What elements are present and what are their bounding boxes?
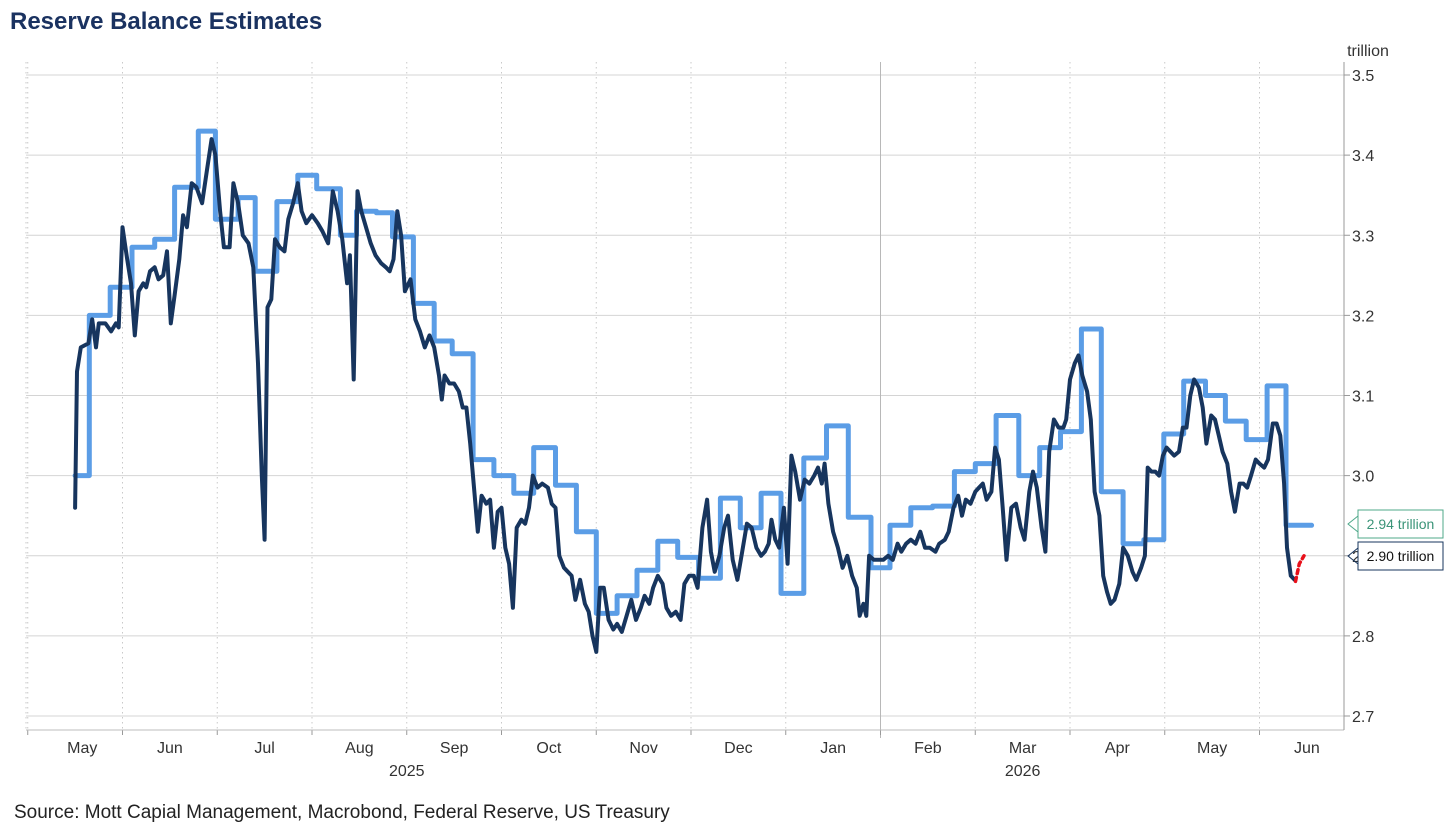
value-tags: 2.94 trillion 2.90 trillion (1347, 509, 1444, 571)
y-tick-label: 2.7 (1352, 709, 1374, 726)
source-note: Source: Mott Capial Management, Macrobon… (14, 802, 670, 823)
x-month-label: Jul (254, 740, 274, 757)
y-tick-label: 2.8 (1352, 629, 1374, 646)
x-month-label: Mar (1009, 740, 1037, 757)
x-month-label: Jan (820, 740, 846, 757)
grid-lines (25, 62, 1344, 738)
y-tick-label: 3.2 (1352, 308, 1374, 325)
value-tag-pointer (1347, 515, 1359, 533)
x-month-label: Jun (1294, 740, 1320, 757)
series-line-forecast (1293, 554, 1306, 584)
y-tick-label: 3.3 (1352, 228, 1374, 245)
value-tag-box (1357, 509, 1444, 539)
y-unit-label: trillion (1347, 43, 1389, 60)
y-tick-label: 3.1 (1352, 389, 1374, 406)
x-month-label: Oct (536, 740, 561, 757)
series-lines (72, 128, 1315, 654)
y-tick-label: 3.0 (1352, 469, 1374, 486)
x-month-label: Aug (345, 740, 373, 757)
y-tick-label: 3.4 (1352, 148, 1374, 165)
value-tag-pointer (1347, 547, 1359, 565)
x-month-label: May (1197, 740, 1227, 757)
x-month-label: Apr (1105, 740, 1131, 757)
x-month-label: Feb (914, 740, 942, 757)
x-year-label: 2026 (1005, 763, 1041, 780)
x-year-label: 2025 (389, 763, 425, 780)
value-tag-actual: 2.90 trillion (1347, 541, 1444, 571)
x-month-label: Dec (724, 740, 752, 757)
y-tick-label: 3.5 (1352, 68, 1374, 85)
x-month-label: Nov (629, 740, 657, 757)
x-month-label: May (67, 740, 97, 757)
x-month-label: Jun (157, 740, 183, 757)
value-tag-estimate: 2.94 trillion (1347, 509, 1444, 539)
value-tag-box (1357, 541, 1444, 571)
value-tag-label: 2.94 trillion (1367, 516, 1435, 532)
x-axis: May Jun Jul Aug Sep Oct Nov Dec Jan Feb Mar Apr May J… (26, 729, 1344, 780)
series-line-actual (73, 137, 1297, 654)
chart-title: Reserve Balance Estimates (10, 8, 323, 35)
value-tag-label: 2.90 trillion (1367, 548, 1435, 564)
x-month-label: Sep (440, 740, 469, 757)
series-line-estimate (72, 128, 1315, 616)
